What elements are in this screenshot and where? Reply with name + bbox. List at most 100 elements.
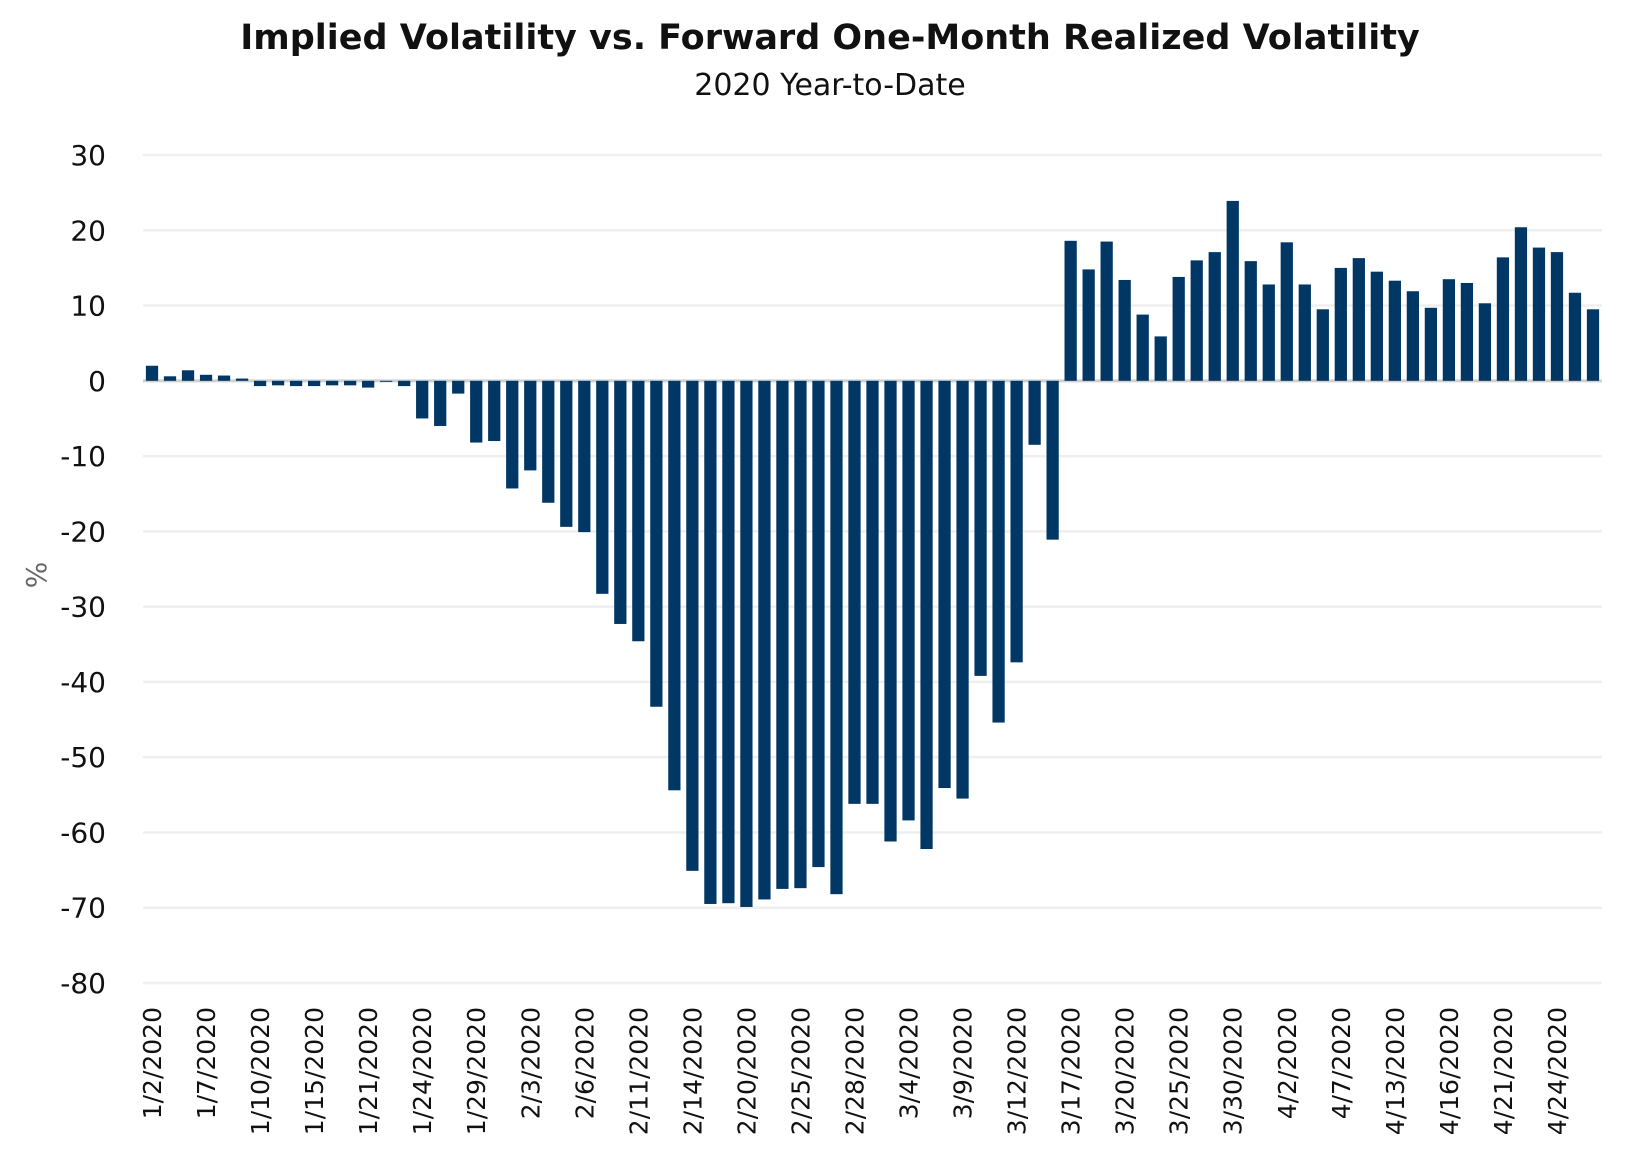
chart-subtitle: 2020 Year-to-Date <box>694 68 966 103</box>
x-tick-label: 4/7/2020 <box>1327 1007 1356 1119</box>
bar-1/30/2020 <box>488 380 501 442</box>
x-tick-label: 2/14/2020 <box>678 1007 707 1135</box>
bar-3/27/2020 <box>1208 252 1221 381</box>
bar-3/31/2020 <box>1244 261 1257 381</box>
x-tick-label: 1/2/2020 <box>138 1007 167 1119</box>
bar-1/15/2020 <box>307 380 321 387</box>
bar-1/8/2020 <box>217 375 231 381</box>
bar-2/20/2020 <box>740 380 753 907</box>
bar-1/28/2020 <box>452 380 465 394</box>
bar-1/21/2020 <box>362 380 375 388</box>
bar-3/6/2020 <box>938 380 951 789</box>
x-tick-label: 1/10/2020 <box>246 1007 275 1135</box>
bar-3/13/2020 <box>1028 380 1041 445</box>
y-tick-label: 10 <box>70 290 106 323</box>
bar-4/28/2020 <box>1586 309 1600 381</box>
y-tick-label: -80 <box>60 967 106 1000</box>
bar-2/4/2020 <box>542 380 555 503</box>
bar-3/17/2020 <box>1064 240 1077 381</box>
bar-1/13/2020 <box>271 380 285 386</box>
bar-2/6/2020 <box>578 380 591 533</box>
bar-4/9/2020 <box>1370 271 1383 381</box>
bar-1/17/2020 <box>344 380 357 386</box>
x-tick-label: 1/29/2020 <box>462 1007 491 1135</box>
bar-3/19/2020 <box>1100 241 1113 381</box>
bar-1/10/2020 <box>253 380 267 387</box>
x-tick-label: 2/3/2020 <box>516 1007 545 1119</box>
bar-2/13/2020 <box>668 380 681 791</box>
y-tick-label: -70 <box>60 892 106 925</box>
bar-3/23/2020 <box>1136 314 1149 381</box>
x-tick-label: 2/25/2020 <box>786 1007 815 1135</box>
x-tick-label: 2/28/2020 <box>840 1007 869 1135</box>
y-tick-label: -60 <box>60 816 106 849</box>
bar-3/25/2020 <box>1172 276 1185 381</box>
bar-2/19/2020 <box>722 380 735 904</box>
bar-2/28/2020 <box>848 380 861 804</box>
y-tick-label: 20 <box>70 214 106 247</box>
bar-1/14/2020 <box>289 380 303 387</box>
bar-4/21/2020 <box>1496 257 1510 381</box>
x-tick-label: 2/11/2020 <box>624 1007 653 1135</box>
bar-3/11/2020 <box>992 380 1005 723</box>
bar-1/27/2020 <box>434 380 447 426</box>
bar-3/16/2020 <box>1046 380 1059 540</box>
x-tick-label: 1/21/2020 <box>354 1007 383 1135</box>
bars <box>145 200 1600 907</box>
x-axis-ticks: 1/2/2020 1/7/2020 1/10/2020 1/15/2020 1/21/2… <box>138 1007 1572 1135</box>
bar-1/24/2020 <box>416 380 429 419</box>
bar-2/18/2020 <box>704 380 717 904</box>
bar-3/4/2020 <box>902 380 915 821</box>
x-tick-label: 1/24/2020 <box>408 1007 437 1135</box>
bar-2/5/2020 <box>560 380 573 527</box>
y-tick-label: 0 <box>88 365 106 398</box>
x-tick-label: 3/4/2020 <box>895 1007 924 1119</box>
bar-2/27/2020 <box>830 380 843 895</box>
bar-1/3/2020 <box>163 376 177 381</box>
bar-3/24/2020 <box>1154 336 1167 381</box>
bar-4/23/2020 <box>1532 247 1546 381</box>
bar-3/26/2020 <box>1190 260 1203 381</box>
bar-3/12/2020 <box>1010 380 1023 663</box>
bar-4/3/2020 <box>1298 284 1311 381</box>
bar-1/22/2020 <box>380 380 393 382</box>
bar-2/24/2020 <box>776 380 789 889</box>
x-tick-label: 4/16/2020 <box>1435 1007 1464 1135</box>
x-tick-label: 3/20/2020 <box>1111 1007 1140 1135</box>
y-tick-label: -50 <box>60 741 106 774</box>
x-tick-label: 4/24/2020 <box>1543 1007 1572 1135</box>
x-tick-label: 2/20/2020 <box>732 1007 761 1135</box>
y-axis-ticks: 30 20 10 0 -10 -20 -30 -40 -50 -60 -70 -80 <box>60 139 106 1000</box>
x-tick-label: 3/30/2020 <box>1219 1007 1248 1135</box>
x-tick-label: 2/6/2020 <box>570 1007 599 1119</box>
bar-1/9/2020 <box>235 378 249 381</box>
bar-3/3/2020 <box>884 380 897 842</box>
bar-4/13/2020 <box>1388 280 1401 381</box>
bar-4/1/2020 <box>1262 284 1275 381</box>
y-axis-label: % <box>20 562 53 589</box>
x-tick-label: 3/12/2020 <box>1003 1007 1032 1135</box>
bar-4/2/2020 <box>1280 242 1293 381</box>
bar-2/3/2020 <box>524 380 537 471</box>
y-tick-label: 30 <box>70 139 106 172</box>
bar-3/10/2020 <box>974 380 987 676</box>
y-tick-label: -30 <box>60 591 106 624</box>
bar-1/16/2020 <box>326 380 339 386</box>
bar-4/6/2020 <box>1316 309 1329 381</box>
x-tick-label: 4/21/2020 <box>1489 1007 1518 1135</box>
bar-4/22/2020 <box>1514 227 1528 381</box>
bar-3/2/2020 <box>866 380 879 804</box>
bar-2/21/2020 <box>758 380 771 900</box>
bar-3/18/2020 <box>1082 269 1095 381</box>
bar-2/10/2020 <box>614 380 627 624</box>
x-tick-label: 1/15/2020 <box>300 1007 329 1135</box>
x-tick-label: 1/7/2020 <box>192 1007 221 1119</box>
bar-4/16/2020 <box>1442 279 1456 381</box>
bar-2/26/2020 <box>812 380 825 868</box>
bar-2/11/2020 <box>632 380 645 642</box>
bar-4/8/2020 <box>1352 258 1365 381</box>
bar-2/7/2020 <box>596 380 609 594</box>
bar-3/5/2020 <box>920 380 933 850</box>
bar-1/29/2020 <box>470 380 483 443</box>
